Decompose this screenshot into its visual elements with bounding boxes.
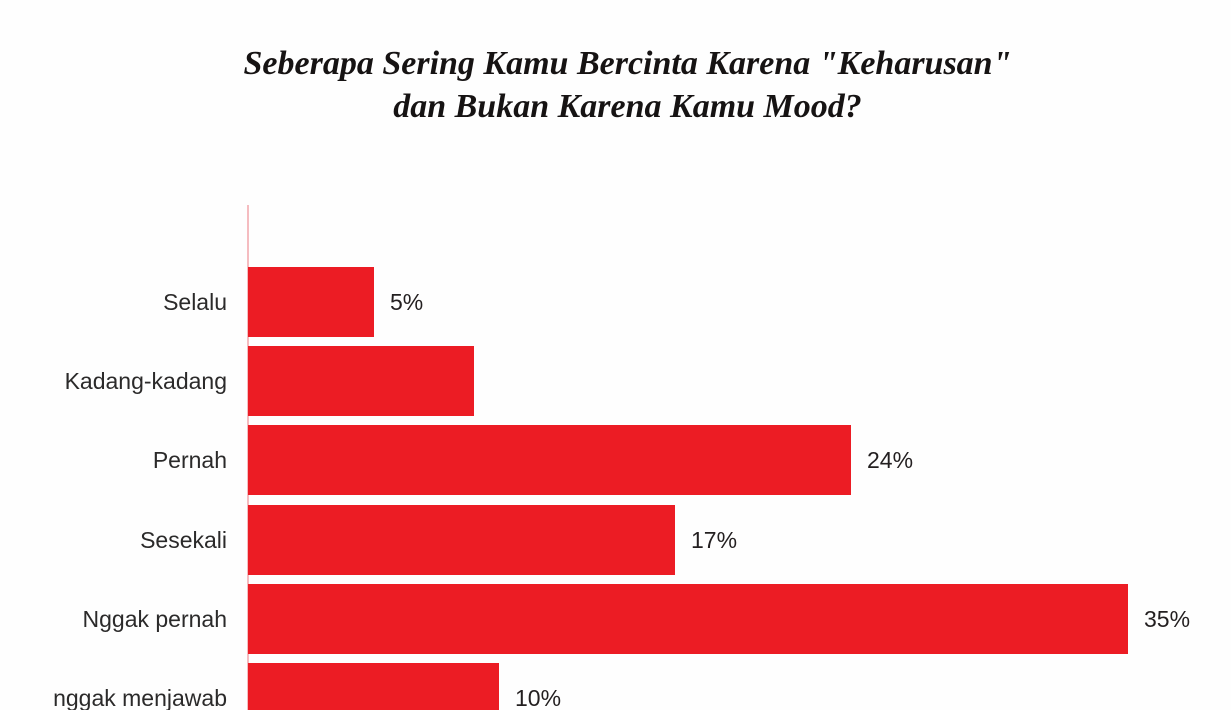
- chart-title-line1: Seberapa Sering Kamu Bercinta Karena "Ke…: [243, 45, 1012, 82]
- bar-row-kadang-kadang: Kadang-kadang: [0, 346, 1231, 416]
- bar-sesekali: [248, 505, 675, 575]
- bar-row-nggak-pernah: Nggak pernah 35%: [0, 584, 1231, 654]
- bar-nggak-pernah: [248, 584, 1128, 654]
- category-label-pernah: Pernah: [152, 446, 227, 473]
- chart-title-line2: dan Bukan Karena Kamu Mood?: [393, 88, 862, 125]
- category-label-nggak-pernah: Nggak pernah: [82, 605, 228, 632]
- value-label-pernah: 24%: [867, 446, 914, 473]
- category-label-sesekali: Sesekali: [140, 526, 227, 553]
- bar-row-pernah: Pernah 24%: [0, 425, 1231, 495]
- bar-kadang-kadang: [248, 346, 474, 416]
- value-label-nggak-menjawab: 10%: [515, 684, 562, 710]
- value-label-selalu: 5%: [390, 288, 424, 315]
- value-label-sesekali: 17%: [691, 526, 738, 553]
- bar-row-selalu: Selalu 5%: [0, 267, 1231, 337]
- category-label-kadang-kadang: Kadang-kadang: [64, 367, 227, 394]
- bar-nggak-menjawab: [248, 663, 499, 710]
- chart-title: Seberapa Sering Kamu Bercinta Karena "Ke…: [0, 42, 1231, 128]
- bar-row-nggak-menjawab: nggak menjawab 10%: [0, 663, 1231, 710]
- category-label-nggak-menjawab: nggak menjawab: [53, 684, 227, 710]
- category-label-selalu: Selalu: [163, 288, 227, 315]
- bar-row-sesekali: Sesekali 17%: [0, 505, 1231, 575]
- bar-pernah: [248, 425, 851, 495]
- value-label-nggak-pernah: 35%: [1144, 605, 1191, 632]
- bar-selalu: [248, 267, 374, 337]
